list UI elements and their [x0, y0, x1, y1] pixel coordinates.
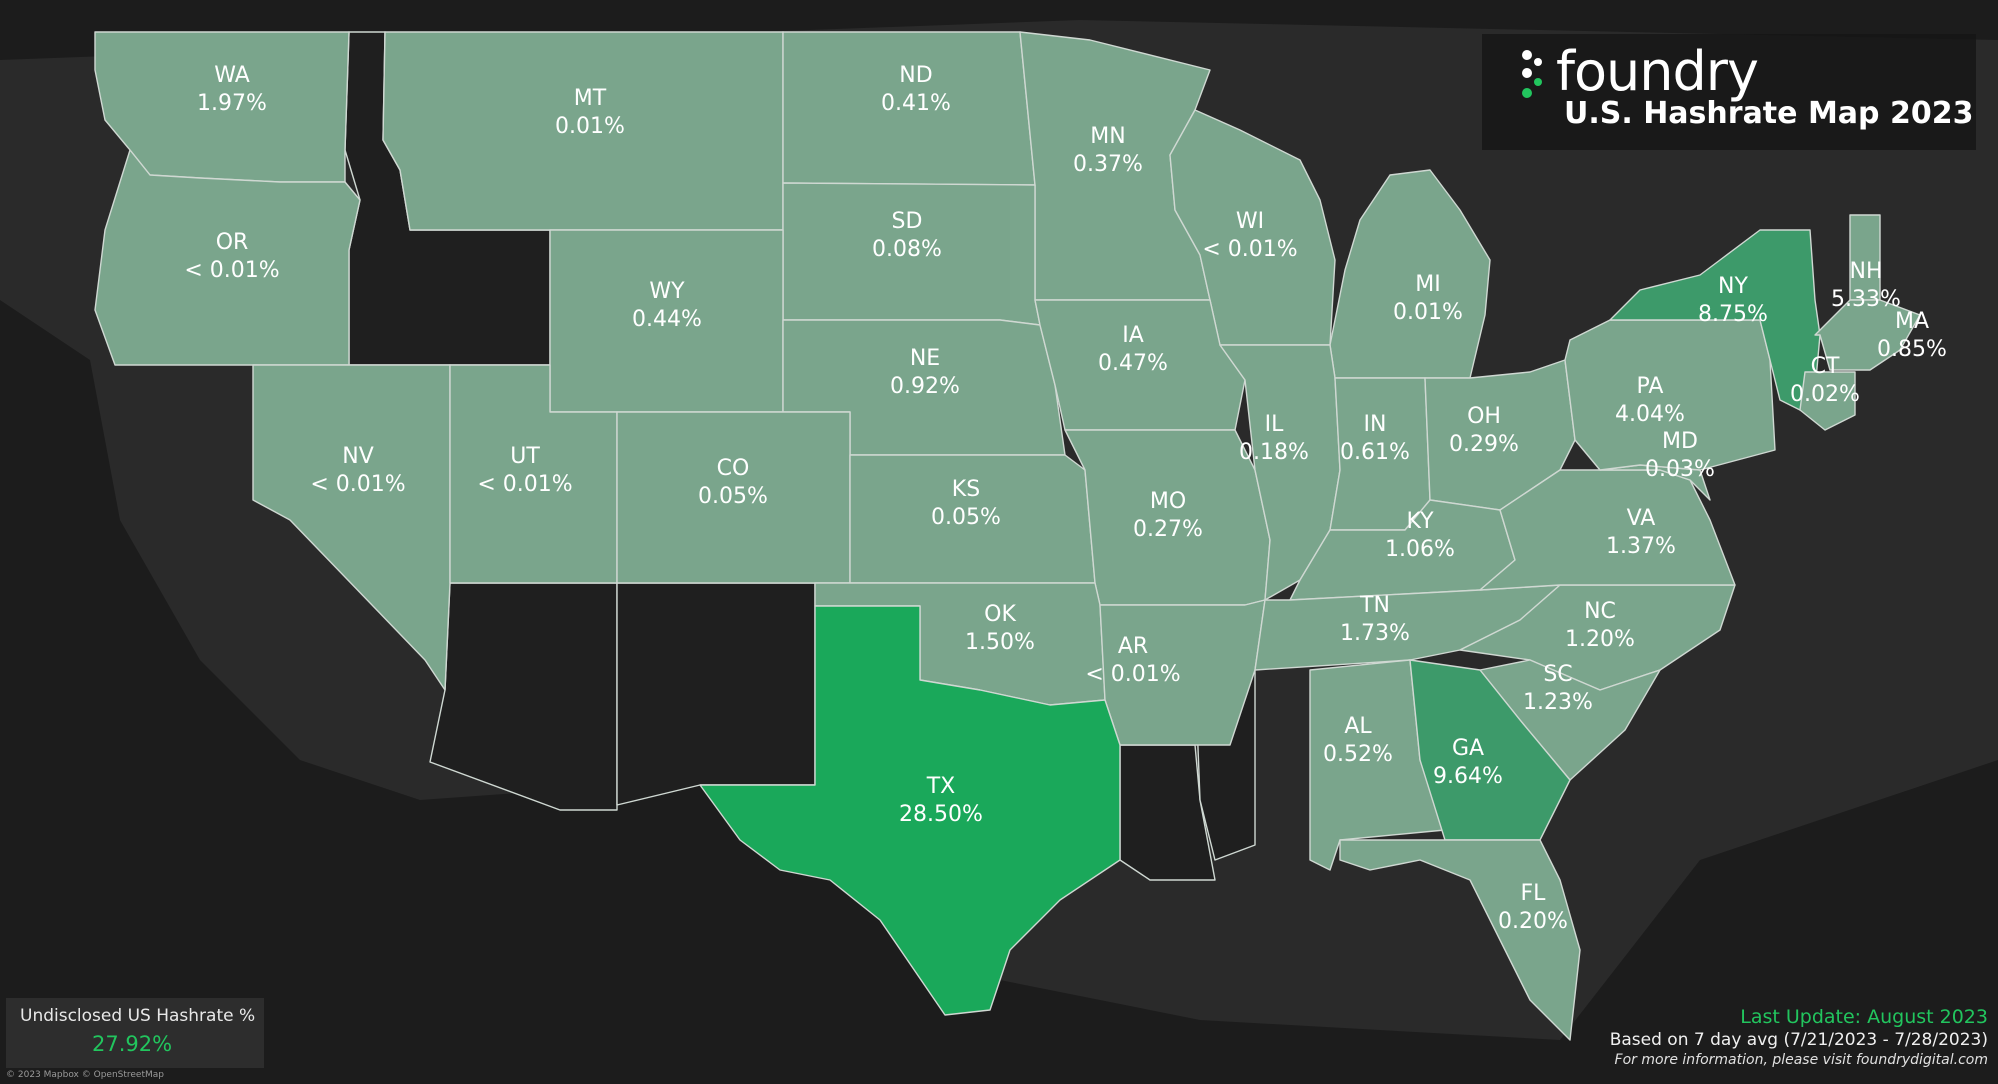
state-abbr-OR: OR [216, 230, 249, 255]
state-abbr-GA: GA [1452, 736, 1484, 761]
state-abbr-WI: WI [1236, 209, 1264, 234]
state-abbr-VA: VA [1627, 506, 1656, 531]
based-on-note: Based on 7 day avg (7/21/2023 - 7/28/202… [1609, 1030, 1988, 1050]
state-abbr-AR: AR [1118, 634, 1148, 659]
undisclosed-hashrate-panel: Undisclosed US Hashrate % 27.92% [6, 998, 264, 1068]
state-value-KY: 1.06% [1385, 537, 1455, 562]
state-value-IN: 0.61% [1340, 440, 1410, 465]
state-OR[interactable] [94, 149, 361, 366]
state-abbr-KS: KS [952, 477, 980, 502]
state-PA[interactable] [1564, 319, 1776, 471]
state-WI[interactable] [1169, 109, 1336, 346]
state-value-FL: 0.20% [1498, 909, 1568, 934]
state-value-OK: 1.50% [965, 630, 1035, 655]
state-value-NV: < 0.01% [310, 472, 405, 497]
state-abbr-CT: CT [1811, 354, 1840, 379]
state-value-NH: 5.33% [1831, 287, 1901, 312]
state-abbr-WY: WY [649, 279, 685, 304]
state-value-OR: < 0.01% [184, 258, 279, 283]
state-value-VA: 1.37% [1606, 534, 1676, 559]
state-value-NE: 0.92% [890, 374, 960, 399]
state-abbr-NY: NY [1718, 274, 1748, 299]
state-abbr-TN: TN [1359, 593, 1390, 618]
state-abbr-WA: WA [214, 63, 250, 88]
state-value-NY: 8.75% [1698, 302, 1768, 327]
state-abbr-IA: IA [1122, 323, 1144, 348]
map-attribution: © 2023 Mapbox © OpenStreetMap [6, 1070, 164, 1080]
state-value-MT: 0.01% [555, 114, 625, 139]
state-abbr-CO: CO [717, 456, 750, 481]
state-value-MO: 0.27% [1133, 517, 1203, 542]
state-abbr-MI: MI [1415, 272, 1440, 297]
state-abbr-NV: NV [342, 444, 374, 469]
state-abbr-PA: PA [1637, 374, 1664, 399]
state-abbr-FL: FL [1521, 881, 1547, 906]
state-abbr-NH: NH [1850, 259, 1883, 284]
state-value-KS: 0.05% [931, 505, 1001, 530]
state-abbr-MN: MN [1090, 124, 1125, 149]
state-abbr-OH: OH [1467, 404, 1501, 429]
state-abbr-TX: TX [926, 774, 956, 799]
state-NY[interactable] [1609, 229, 1821, 411]
footer-info: Last Update: August 2023 Based on 7 day … [1610, 1006, 1988, 1068]
state-value-WY: 0.44% [632, 307, 702, 332]
state-value-AL: 0.52% [1323, 742, 1393, 767]
state-value-TX: 28.50% [899, 802, 983, 827]
state-value-MA: 0.85% [1877, 337, 1947, 362]
state-value-IL: 0.18% [1239, 440, 1309, 465]
state-abbr-NC: NC [1584, 599, 1616, 624]
foundry-logo-icon [1520, 50, 1546, 106]
state-MA[interactable] [1814, 299, 1921, 371]
state-value-UT: < 0.01% [477, 472, 572, 497]
undisclosed-value: 27.92% [92, 1032, 173, 1056]
more-info-link-text: For more information, please visit found… [1614, 1052, 1988, 1068]
state-abbr-IL: IL [1265, 412, 1284, 437]
state-value-CT: 0.02% [1790, 382, 1860, 407]
state-abbr-NE: NE [910, 346, 940, 371]
state-TX[interactable] [699, 605, 1121, 1016]
state-value-SC: 1.23% [1523, 690, 1593, 715]
state-NM [616, 582, 816, 806]
state-value-OH: 0.29% [1449, 432, 1519, 457]
state-value-SD: 0.08% [872, 237, 942, 262]
state-abbr-MO: MO [1150, 489, 1186, 514]
state-value-IA: 0.47% [1098, 351, 1168, 376]
state-abbr-AL: AL [1344, 714, 1372, 739]
state-value-WA: 1.97% [197, 91, 267, 116]
labels-layer: WA 1.97% OR < 0.01% MT 0.01% ND 0.41% MN 0.37% SD 0… [184, 63, 1947, 934]
state-GA[interactable] [1409, 659, 1571, 841]
state-value-GA: 9.64% [1433, 764, 1503, 789]
state-value-ND: 0.41% [881, 91, 951, 116]
state-abbr-ND: ND [899, 63, 932, 88]
state-value-MI: 0.01% [1393, 300, 1463, 325]
state-value-WI: < 0.01% [1202, 237, 1297, 262]
brand-name: foundry [1556, 40, 1759, 103]
state-abbr-MT: MT [574, 86, 607, 111]
state-value-TN: 1.73% [1340, 621, 1410, 646]
state-value-MN: 0.37% [1073, 152, 1143, 177]
state-CT[interactable] [1799, 371, 1856, 431]
state-value-AR: < 0.01% [1085, 662, 1180, 687]
last-update: Last Update: August 2023 [1740, 1006, 1988, 1028]
state-value-MD: 0.03% [1645, 457, 1715, 482]
state-value-PA: 4.04% [1615, 402, 1685, 427]
state-abbr-IN: IN [1364, 412, 1387, 437]
state-abbr-MA: MA [1895, 309, 1929, 334]
state-abbr-MD: MD [1662, 429, 1698, 454]
state-abbr-SC: SC [1543, 662, 1572, 687]
state-value-NC: 1.20% [1565, 627, 1635, 652]
state-value-CO: 0.05% [698, 484, 768, 509]
brand-panel [1482, 34, 1976, 150]
state-abbr-SD: SD [892, 209, 923, 234]
state-abbr-UT: UT [510, 444, 540, 469]
states-layer [94, 31, 1921, 1041]
map-title: U.S. Hashrate Map 2023 [1564, 96, 1974, 131]
undisclosed-label: Undisclosed US Hashrate % [20, 1006, 256, 1026]
state-FL[interactable] [1339, 839, 1581, 1041]
state-VA[interactable] [1479, 469, 1736, 591]
state-abbr-KY: KY [1406, 509, 1434, 534]
state-abbr-OK: OK [984, 602, 1016, 627]
